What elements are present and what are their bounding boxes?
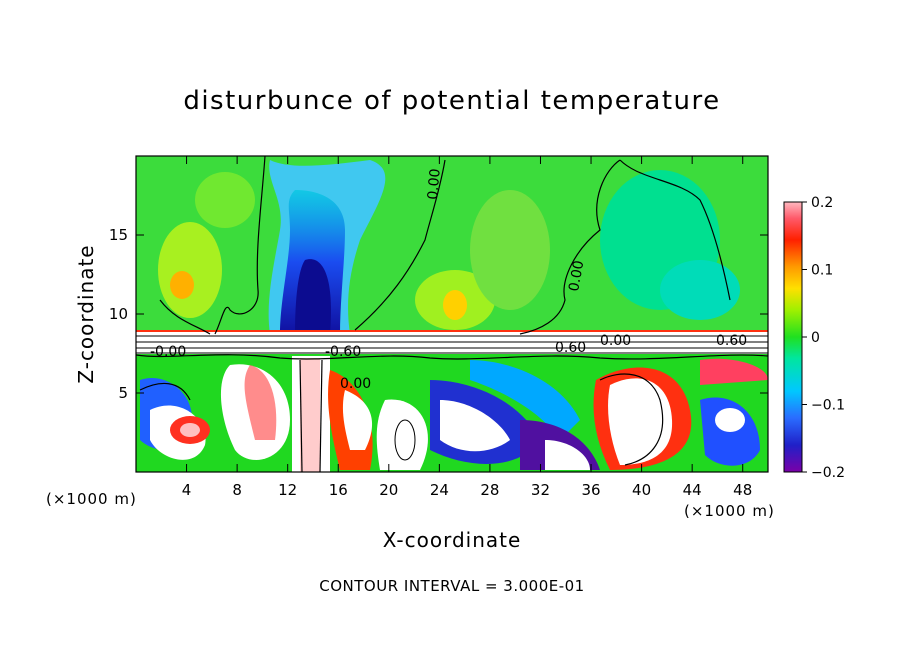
colorbar-tick-label: 0.1	[811, 263, 833, 279]
x-tick-label: 44	[683, 481, 702, 499]
colorbar-tick-label: −0.2	[811, 465, 845, 481]
y-axis-label: Z-coordinate	[74, 244, 98, 384]
contour-label: 0.00	[340, 376, 371, 392]
x-tick-label: 4	[182, 481, 192, 499]
x-tick-label: 12	[278, 481, 297, 499]
colorbar-tick-label: −0.1	[811, 398, 845, 414]
y-axis-ticks: 5 10 15	[109, 226, 768, 402]
x-tick-label: 48	[733, 481, 752, 499]
contour-label: 0.60	[716, 333, 747, 349]
x-tick-label: 20	[379, 481, 398, 499]
x-unit-label-left: (×1000 m)	[46, 490, 137, 508]
x-axis-ticks: 4 8 12 16 20 24 28 32 36 40 44 48	[182, 156, 752, 499]
warm-anomaly-right	[470, 190, 550, 310]
y-tick-label: 15	[109, 226, 128, 244]
y-tick-label: 10	[109, 305, 128, 323]
warm-anomaly-top	[195, 172, 255, 228]
cold-plume-center	[295, 259, 331, 334]
x-tick-label: 40	[632, 481, 651, 499]
warm-core-left	[170, 271, 194, 299]
cool-anomaly-right-low	[660, 260, 740, 320]
contour-lines	[136, 156, 768, 472]
contour-label: 0.00	[566, 259, 587, 292]
warm-core-mid	[443, 290, 467, 320]
contour-interval-note: CONTOUR INTERVAL = 3.000E-01	[319, 577, 585, 595]
y-tick-label: 5	[118, 384, 128, 402]
plot-area	[136, 156, 768, 472]
x-tick-label: 16	[329, 481, 348, 499]
chart-title: disturbunce of potential temperature	[183, 86, 721, 116]
colorbar-tick-label: 0.2	[811, 195, 833, 211]
contour-label: -0.60	[325, 344, 361, 360]
x-tick-label: 8	[232, 481, 242, 499]
colorbar	[783, 201, 803, 473]
contour-label: 0.00	[425, 168, 444, 200]
contour-label: 0.00	[600, 333, 631, 349]
x-axis-label: X-coordinate	[382, 528, 522, 552]
contour-label: -0.00	[150, 344, 186, 360]
x-tick-label: 28	[480, 481, 499, 499]
x-tick-label: 24	[430, 481, 449, 499]
colorbar-tick-label: 0	[811, 330, 820, 346]
warm-anomaly-left	[158, 222, 222, 318]
colorbar-ticks: 0.2 0.1 0 −0.1 −0.2	[802, 195, 845, 481]
x-tick-label: 32	[531, 481, 550, 499]
contour-label: 0.60	[555, 340, 586, 356]
x-unit-label-right: (×1000 m)	[684, 502, 775, 520]
x-tick-label: 36	[581, 481, 600, 499]
